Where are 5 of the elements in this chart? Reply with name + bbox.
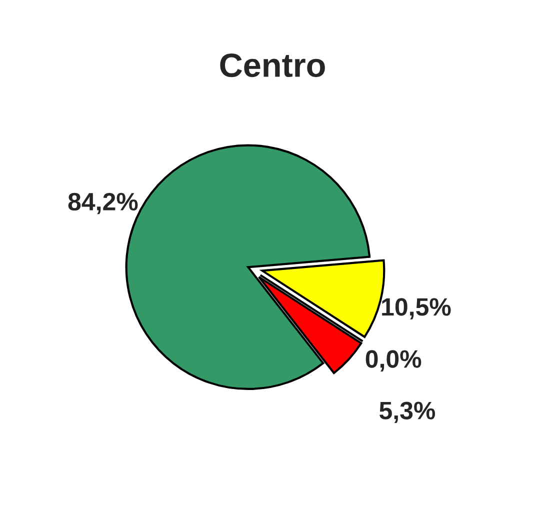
data-label: 5,3% — [379, 402, 436, 424]
chart-title: Centro — [220, 53, 325, 78]
data-label: 84,2% — [68, 192, 138, 214]
text: 0,0% — [366, 350, 422, 372]
data-label: 10,5% — [382, 298, 451, 320]
